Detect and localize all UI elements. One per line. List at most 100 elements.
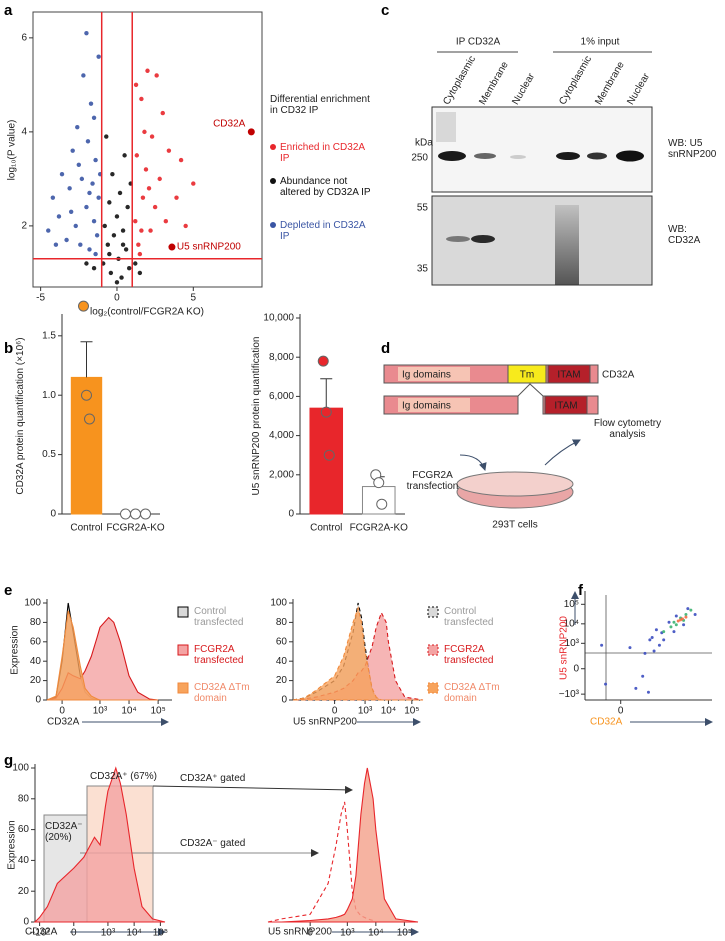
point	[163, 218, 169, 224]
gate-label: CD32A⁺ (67%)	[90, 771, 157, 782]
cells-label: 293T cells	[492, 520, 537, 531]
y-tick-label: 100	[24, 598, 41, 609]
blot-smear	[436, 112, 456, 142]
y-tick-label: 0	[23, 917, 29, 928]
point	[64, 237, 69, 243]
legend-label: Control transfected	[194, 606, 244, 628]
point	[137, 270, 143, 276]
point	[134, 153, 140, 158]
x-tick-label: 10⁴	[368, 928, 383, 939]
x-tick-label: 0	[618, 706, 624, 717]
point	[87, 247, 92, 252]
y-tick-label: 0	[50, 509, 56, 520]
y-tick-label: 100	[12, 763, 29, 774]
y-tick-label: 6	[21, 32, 27, 43]
point	[667, 620, 671, 624]
replicate-point	[140, 508, 151, 520]
point	[94, 233, 100, 238]
y-tick-label: −10³	[559, 689, 580, 700]
legend-swatch	[177, 606, 189, 618]
y-tick-label: 0.5	[42, 449, 56, 460]
point	[56, 214, 62, 219]
legend-marker	[270, 144, 276, 150]
point	[136, 242, 141, 247]
lane-label: Nuclear	[625, 71, 652, 107]
point	[90, 181, 95, 186]
replicate-point	[84, 413, 95, 425]
point	[105, 242, 111, 247]
y-tick-label: 0	[35, 695, 41, 706]
y-tick-label: 4	[21, 127, 27, 138]
point	[662, 630, 666, 634]
point	[682, 623, 686, 627]
point	[104, 134, 109, 139]
point	[689, 608, 693, 612]
point	[142, 129, 147, 135]
construct-label: CD32A	[602, 370, 635, 381]
lane-label: Membrane	[593, 60, 627, 107]
panel-letter: g	[4, 752, 14, 769]
x-axis-label: U5 snRNP200	[268, 927, 332, 938]
y-tick-label: 60	[30, 636, 42, 647]
legend-swatch	[427, 682, 439, 694]
point	[684, 615, 688, 619]
x-tick-label: 5	[191, 293, 197, 304]
point	[650, 635, 654, 639]
x-tick-label: 10⁵	[153, 928, 168, 939]
domain-label: Tm	[520, 370, 534, 381]
x-tick-label: 10⁴	[381, 706, 396, 717]
probe-label: WB: CD32A	[668, 224, 701, 246]
x-tick-label: Control	[310, 523, 342, 534]
legend-label: Abundance not altered by CD32A IP	[280, 176, 371, 198]
point	[93, 251, 98, 257]
x-tick-label: 10³	[93, 706, 108, 717]
replicate-point	[317, 355, 329, 367]
x-tick-label: 10³	[340, 928, 355, 939]
y-axis-label: U5 snRNP200	[559, 616, 570, 680]
point	[125, 204, 130, 210]
point	[652, 649, 656, 653]
histogram	[46, 610, 159, 701]
point	[166, 148, 172, 153]
itam	[547, 364, 591, 384]
marker-label: 35	[417, 264, 429, 275]
legend-swatch	[427, 644, 439, 656]
replicate-point	[320, 406, 332, 418]
group-label: 1% input	[581, 37, 620, 48]
x-axis-label: CD32A	[590, 717, 623, 728]
y-tick-label: 10⁴	[564, 618, 579, 629]
x-tick-label: 10⁵	[397, 928, 412, 939]
point	[96, 195, 101, 200]
point	[643, 651, 647, 655]
point	[59, 171, 65, 177]
y-tick-label: 6,000	[269, 391, 294, 402]
probe-label: WB: U5 snRNP200	[668, 138, 717, 160]
marker-label: 55	[417, 203, 429, 214]
point	[178, 157, 184, 163]
point	[672, 630, 676, 634]
x-tick-label: FCGR2A-KO	[106, 523, 165, 534]
bar	[309, 407, 344, 515]
x-tick-label: 10⁵	[404, 706, 419, 717]
y-tick-label: 10³	[565, 638, 580, 649]
replicate-point	[376, 498, 388, 510]
y-axis-label: log₁₀(P value)	[7, 120, 18, 181]
point	[91, 115, 97, 120]
group-label: IP CD32A	[456, 37, 501, 48]
point	[85, 139, 91, 144]
point	[53, 242, 59, 247]
point	[183, 223, 188, 229]
point	[120, 242, 126, 247]
point	[149, 134, 155, 139]
point	[67, 186, 72, 191]
band	[471, 235, 495, 243]
y-tick-label: 40	[30, 656, 42, 667]
histogram	[292, 605, 423, 701]
point	[600, 643, 604, 647]
x-axis-label: CD32A	[25, 927, 58, 938]
legend-marker	[270, 178, 276, 184]
panel-letter: b	[4, 340, 14, 357]
point	[76, 162, 82, 167]
construct-diagram: Ig domains Tm ITAM CD32A Ig domains ITAM…	[383, 364, 635, 531]
blot-top	[431, 106, 653, 193]
